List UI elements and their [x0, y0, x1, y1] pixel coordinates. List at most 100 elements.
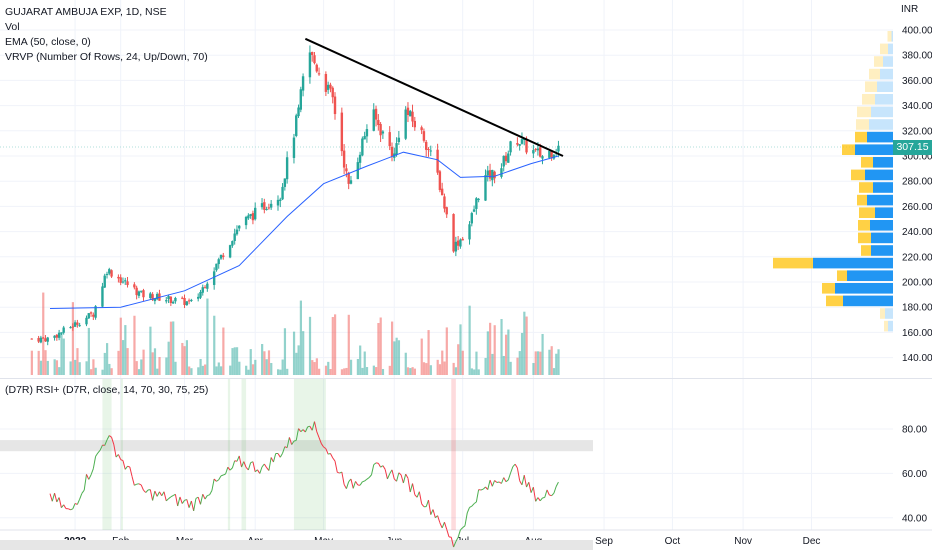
volume-bar — [277, 369, 280, 375]
candle-body — [356, 162, 359, 180]
vp-up-bar — [880, 68, 893, 80]
candle-body — [94, 306, 97, 318]
volume-bar — [359, 345, 362, 375]
ema-line — [49, 151, 559, 309]
rsi-segment — [462, 525, 466, 529]
rsi-segment — [329, 453, 334, 459]
vp-up-bar — [835, 283, 893, 294]
vp-up-bar — [867, 131, 893, 143]
volume-bar — [438, 364, 442, 375]
volume-bar — [349, 359, 353, 375]
candle-body — [539, 147, 542, 157]
rsi-overbought-zone — [293, 379, 326, 530]
candle-body — [201, 287, 204, 293]
vp-down-bar — [858, 232, 871, 244]
candle-body — [199, 292, 202, 298]
pane-separator[interactable] — [0, 378, 932, 379]
volume-bar — [110, 368, 113, 375]
volume-bar — [343, 368, 346, 375]
rsi-legend[interactable]: (D7R) RSI+ (D7R, close, 14, 70, 30, 75, … — [5, 384, 209, 396]
rsi-segment — [507, 472, 512, 481]
volume-bar — [318, 368, 321, 375]
volume-bar — [133, 315, 136, 375]
rsi-segment — [177, 496, 181, 507]
price-axis-label: 260.00 — [902, 202, 932, 213]
candle-body — [491, 169, 494, 181]
candle-body — [409, 110, 412, 117]
rsi-segment — [418, 491, 423, 504]
candle-body — [231, 241, 234, 246]
candle-body — [105, 273, 109, 275]
rsi-segment — [63, 504, 67, 509]
candle-body — [445, 207, 448, 215]
rsi-segment — [325, 448, 329, 455]
volume-bar — [261, 344, 264, 375]
vrvp-legend[interactable]: VRVP (Number Of Rows, 24, Up/Down, 70) — [5, 51, 208, 63]
price-axis-label: 240.00 — [902, 227, 932, 238]
symbol-title[interactable]: GUJARAT AMBUJA EXP, 1D, NSE — [5, 6, 167, 18]
rsi-segment — [49, 493, 53, 502]
rsi-segment — [131, 476, 135, 486]
rsi-segment — [544, 489, 548, 498]
price-axis-label: 280.00 — [902, 177, 932, 188]
candle-body — [468, 224, 471, 240]
volume-bar — [135, 361, 138, 375]
candle-body — [76, 322, 79, 325]
candle-body — [165, 300, 168, 302]
rsi-segment — [473, 501, 477, 505]
candle-body — [381, 131, 385, 134]
candle-body — [87, 313, 90, 319]
volume-legend[interactable]: Vol — [5, 21, 20, 33]
volume-bar — [121, 340, 125, 375]
candle-body — [244, 216, 248, 226]
rsi-segment — [223, 473, 226, 476]
volume-bar — [267, 350, 271, 375]
candle-body — [233, 233, 236, 241]
candle-body — [171, 301, 175, 304]
candle-body — [520, 139, 524, 144]
candle-body — [429, 150, 432, 152]
candle-body — [222, 255, 225, 258]
volume-bar — [74, 359, 77, 375]
volume-bar — [213, 315, 216, 375]
volume-bar — [201, 365, 204, 375]
volume-bar — [541, 333, 544, 375]
candle-body — [532, 150, 535, 154]
vp-down-bar — [865, 81, 877, 92]
volume-bar — [149, 326, 152, 375]
volume-bar — [477, 369, 480, 375]
rsi-segment — [76, 498, 81, 505]
vp-down-bar — [861, 157, 873, 168]
rsi-segment — [432, 509, 436, 518]
rsi-segment — [263, 463, 268, 468]
rsi-segment — [113, 444, 117, 458]
volume-bar — [429, 365, 432, 375]
volume-bar — [468, 305, 471, 375]
volume-bar — [525, 316, 528, 375]
rsi-segment — [58, 497, 62, 508]
rsi-segment — [138, 483, 142, 486]
rsi-overbought-zone — [227, 379, 231, 530]
rsi-upper-band — [0, 440, 593, 452]
volume-bar — [188, 366, 191, 375]
candle-body — [85, 317, 88, 325]
candle-body — [71, 326, 74, 328]
candle-body — [142, 290, 145, 298]
rsi-segment — [460, 527, 464, 531]
rsi-segment — [218, 475, 222, 480]
rsi-segment — [282, 446, 286, 454]
candle-body — [203, 287, 207, 289]
volume-bar — [534, 351, 537, 375]
candle-body — [507, 153, 510, 163]
rsi-segment — [549, 494, 552, 497]
ema-legend[interactable]: EMA (50, close, 0) — [5, 36, 91, 48]
vp-up-bar — [891, 31, 893, 42]
rsi-segment — [143, 489, 147, 493]
rsi-segment — [480, 488, 484, 491]
rsi-segment — [535, 497, 539, 502]
rsi-segment — [186, 499, 190, 508]
candle-body — [297, 107, 300, 117]
volume-bar — [90, 369, 93, 375]
rsi-segment — [464, 512, 468, 526]
